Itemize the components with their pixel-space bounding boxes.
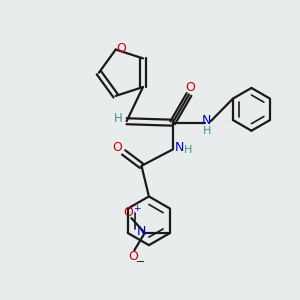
Text: H: H [184,145,192,155]
Text: O: O [112,142,122,154]
Text: +: + [133,204,140,213]
Text: N: N [175,141,184,154]
Text: O: O [124,206,133,219]
Text: H: H [114,112,123,125]
Text: −: − [136,256,146,266]
Text: N: N [202,114,212,127]
Text: O: O [186,81,196,94]
Text: H: H [203,126,211,136]
Text: O: O [116,42,126,55]
Text: N: N [137,225,146,238]
Text: O: O [128,250,138,263]
